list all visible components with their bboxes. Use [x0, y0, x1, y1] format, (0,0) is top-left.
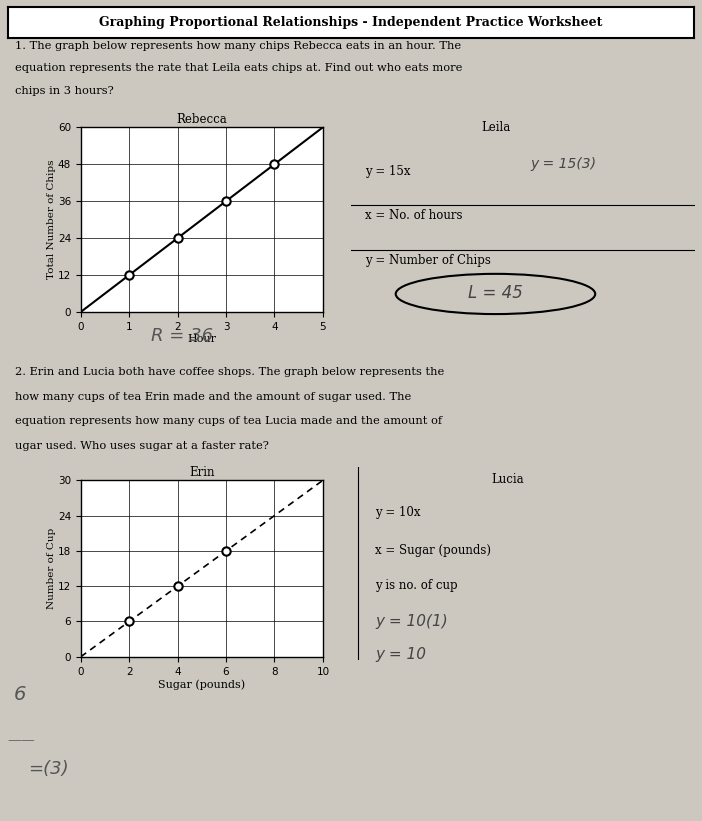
Text: 2. Erin and Lucia both have coffee shops. The graph below represents the: 2. Erin and Lucia both have coffee shops… [15, 367, 444, 377]
Y-axis label: Number of Cup: Number of Cup [47, 528, 56, 609]
Text: y is no. of cup: y is no. of cup [376, 579, 458, 592]
Text: 6: 6 [14, 685, 27, 704]
Title: Rebecca: Rebecca [176, 113, 227, 126]
Y-axis label: Total Number of Chips: Total Number of Chips [47, 160, 56, 279]
Text: y = 15x: y = 15x [365, 165, 410, 178]
Text: equation represents the rate that Leila eats chips at. Find out who eats more: equation represents the rate that Leila … [15, 63, 463, 73]
Text: x = No. of hours: x = No. of hours [365, 209, 462, 222]
Text: Graphing Proportional Relationships - Independent Practice Worksheet: Graphing Proportional Relationships - In… [99, 16, 603, 29]
Text: equation represents how many cups of tea Lucia made and the amount of: equation represents how many cups of tea… [15, 416, 442, 426]
Text: how many cups of tea Erin made and the amount of sugar used. The: how many cups of tea Erin made and the a… [15, 392, 411, 401]
Text: x = Sugar (pounds): x = Sugar (pounds) [376, 544, 491, 557]
Title: Erin: Erin [189, 466, 215, 479]
Text: Leila: Leila [482, 121, 511, 134]
Text: =(3): =(3) [28, 760, 69, 778]
Text: 1. The graph below represents how many chips Rebecca eats in an hour. The: 1. The graph below represents how many c… [15, 41, 461, 51]
Text: y = 10: y = 10 [376, 647, 426, 662]
Text: R = 36: R = 36 [152, 327, 213, 345]
Text: ——: —— [7, 733, 35, 747]
Text: y = 15(3): y = 15(3) [530, 157, 596, 172]
Text: chips in 3 hours?: chips in 3 hours? [15, 85, 114, 96]
Text: Lucia: Lucia [491, 473, 524, 486]
X-axis label: Hour: Hour [187, 334, 216, 345]
Text: L = 45: L = 45 [468, 284, 523, 302]
Text: y = 10x: y = 10x [376, 506, 420, 519]
Text: y = 10(1): y = 10(1) [376, 614, 448, 629]
Text: y = Number of Chips: y = Number of Chips [365, 254, 491, 267]
X-axis label: Sugar (pounds): Sugar (pounds) [158, 679, 246, 690]
Text: ugar used. Who uses sugar at a faster rate?: ugar used. Who uses sugar at a faster ra… [15, 441, 269, 451]
